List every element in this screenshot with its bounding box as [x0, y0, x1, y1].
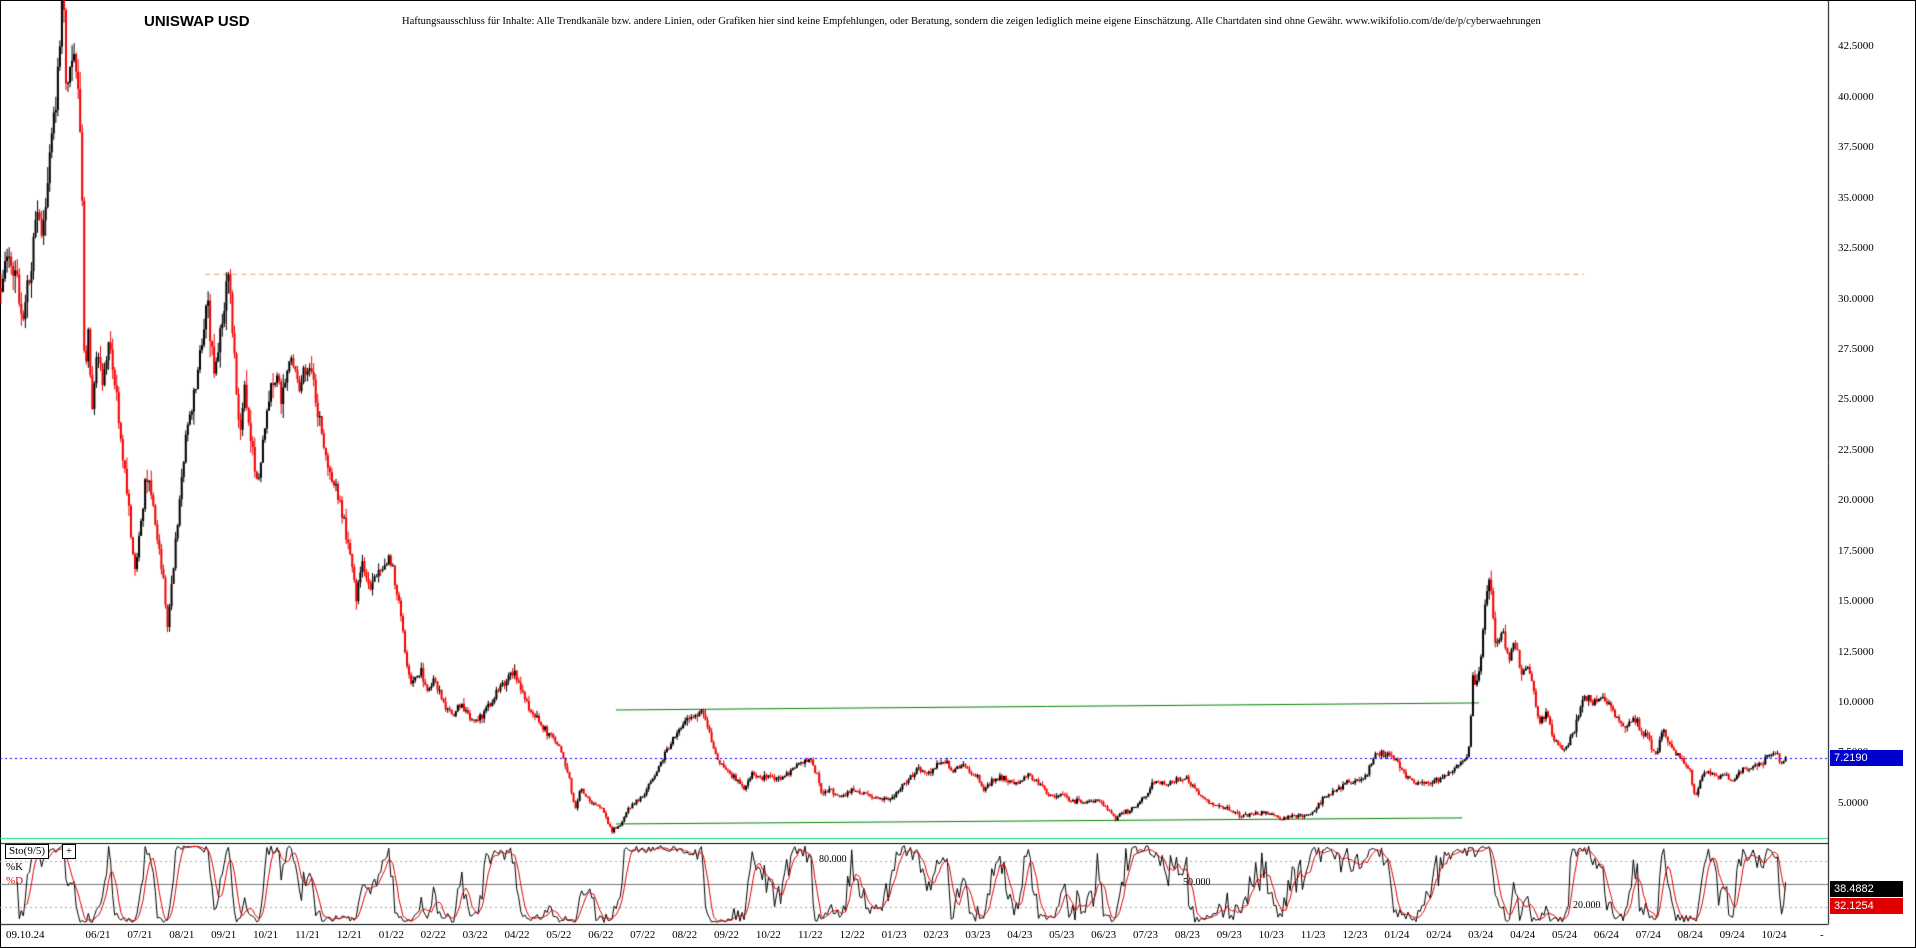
- disclaimer-text: Haftungsausschluss für Inhalte: Alle Tre…: [402, 16, 1541, 27]
- time-tick-label: 11/21: [295, 929, 320, 941]
- price-tick-label: 37.5000: [1838, 141, 1874, 154]
- chart-title: UNISWAP USD: [144, 13, 250, 30]
- price-tick-label: 20.0000: [1838, 494, 1874, 507]
- time-tick-label: 10/24: [1761, 929, 1787, 941]
- time-tick-label: 02/23: [923, 929, 949, 941]
- time-tick-label: 03/23: [965, 929, 991, 941]
- time-tick-label: 12/22: [839, 929, 865, 941]
- time-tick-label: 08/22: [672, 929, 698, 941]
- time-tick-label: 10/21: [253, 929, 279, 941]
- time-tick-label: 09/24: [1719, 929, 1745, 941]
- time-tick-label: 07/21: [127, 929, 153, 941]
- time-tick-label: 07/22: [630, 929, 656, 941]
- time-tick-label: 02/24: [1426, 929, 1452, 941]
- price-tick-label: 5.0000: [1838, 796, 1869, 809]
- indicator-add-button[interactable]: +: [62, 844, 76, 859]
- price-tick-label: 17.5000: [1838, 544, 1874, 557]
- time-tick-label: 05/22: [546, 929, 572, 941]
- time-tick-label: 06/22: [588, 929, 614, 941]
- sto-d-legend: %D: [6, 875, 24, 887]
- time-tick-label: 09/23: [1216, 929, 1242, 941]
- time-tick-label: 12/23: [1342, 929, 1368, 941]
- price-tick-label: 40.0000: [1838, 90, 1874, 103]
- price-tick-label: 42.5000: [1838, 40, 1874, 53]
- time-tick-label: 10/23: [1258, 929, 1284, 941]
- time-tick-label: 09.10.24: [6, 929, 45, 941]
- time-tick-label: 01/22: [378, 929, 404, 941]
- price-tick-label: 10.0000: [1838, 695, 1874, 708]
- price-tick-label: 35.0000: [1838, 191, 1874, 204]
- time-tick-label: 11/23: [1300, 929, 1326, 941]
- time-tick-label: 10/22: [755, 929, 781, 941]
- sto-k-value-badge: 38.4882: [1830, 881, 1903, 897]
- time-tick-label: 06/23: [1091, 929, 1117, 941]
- price-tick-label: 22.5000: [1838, 443, 1874, 456]
- price-tick-label: 32.5000: [1838, 242, 1874, 255]
- time-tick-label: 04/23: [1007, 929, 1033, 941]
- time-tick-label: 06/24: [1593, 929, 1619, 941]
- time-tick-label: 08/23: [1174, 929, 1200, 941]
- indicator-name-button[interactable]: Sto(9/5): [5, 844, 50, 859]
- price-tick-label: 12.5000: [1838, 645, 1874, 658]
- sto-d-value-badge: 32.1254: [1830, 898, 1903, 914]
- time-tick-label: -: [1820, 929, 1824, 941]
- price-tick-label: 27.5000: [1838, 342, 1874, 355]
- time-tick-label: 03/22: [462, 929, 488, 941]
- time-tick-label: 08/24: [1677, 929, 1703, 941]
- price-tick-label: 25.0000: [1838, 393, 1874, 406]
- time-tick-label: 07/23: [1132, 929, 1159, 941]
- price-tick-label: 30.0000: [1838, 292, 1874, 305]
- time-tick-label: 11/22: [797, 929, 823, 941]
- sto-level-80-label: 80.000: [819, 854, 847, 865]
- time-tick-label: 09/22: [713, 929, 740, 941]
- time-tick-label: 05/24: [1551, 929, 1578, 941]
- time-tick-label: 01/24: [1384, 929, 1410, 941]
- time-tick-label: 08/21: [169, 929, 195, 941]
- time-tick-label: 05/23: [1049, 929, 1075, 941]
- price-tick-label: 15.0000: [1838, 595, 1874, 608]
- time-tick-label: 04/22: [504, 929, 530, 941]
- time-tick-label: 02/22: [420, 929, 446, 941]
- sto-k-legend: %K: [6, 861, 24, 873]
- sto-level-20-label: 20.000: [1573, 900, 1601, 911]
- time-tick-label: 07/24: [1635, 929, 1661, 941]
- time-tick-label: 01/23: [881, 929, 907, 941]
- time-tick-label: 03/24: [1468, 929, 1494, 941]
- sto-level-50-label: 50.000: [1183, 877, 1211, 888]
- time-tick-label: 09/21: [211, 929, 237, 941]
- time-tick-label: 06/21: [85, 929, 111, 941]
- time-tick-label: 04/24: [1510, 929, 1536, 941]
- time-tick-label: 12/21: [336, 929, 362, 941]
- last-price-badge: 7.2190: [1830, 750, 1903, 766]
